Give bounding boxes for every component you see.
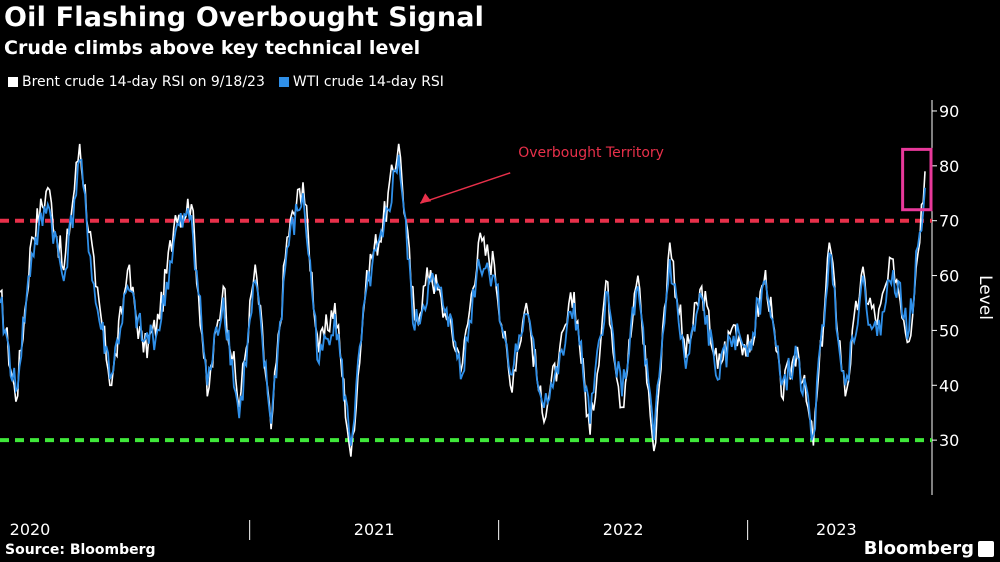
legend-swatch-wti [278,77,289,87]
legend-swatch-brent [8,77,18,87]
annotation-overbought-label: Overbought Territory [518,145,664,161]
series-line-brent [0,143,926,457]
x-tick-label-2022: 2022 [603,520,644,539]
x-tick-label-2023: 2023 [816,520,857,539]
y-tick-label-70: 70 [939,212,959,231]
brand-mark-icon [978,541,994,557]
annotation-arrow-shaft [419,172,511,204]
highlight-box [901,147,933,212]
legend-label-brent: Brent crude 14-day RSI on 9/18/23 [22,74,265,90]
legend-item-wti: WTI crude 14-day RSI [278,74,444,90]
y-axis-label: Level [975,275,995,320]
legend-label-wti: WTI crude 14-day RSI [292,74,444,90]
y-tick-label-50: 50 [939,321,959,340]
y-tick-label-90: 90 [939,102,959,121]
legend: Brent crude 14-day RSI on 9/18/23 WTI cr… [8,74,458,90]
y-tick-label-30: 30 [939,431,959,450]
x-tick-label-2020: 2020 [10,520,51,539]
chart-subtitle: Crude climbs above key technical level [4,37,421,59]
legend-item-brent: Brent crude 14-day RSI on 9/18/23 [8,74,265,90]
x-tick-label-2021: 2021 [354,520,395,539]
y-tick-label-80: 80 [939,157,959,176]
chart-title: Oil Flashing Overbought Signal [4,2,485,33]
brand-logo: Bloomberg [863,538,974,559]
annotation-arrow-head [420,193,432,204]
series-line-wti [0,154,926,446]
y-tick-label-40: 40 [939,376,959,395]
y-tick-label-60: 60 [939,267,959,286]
source-note: Source: Bloomberg [5,542,156,558]
